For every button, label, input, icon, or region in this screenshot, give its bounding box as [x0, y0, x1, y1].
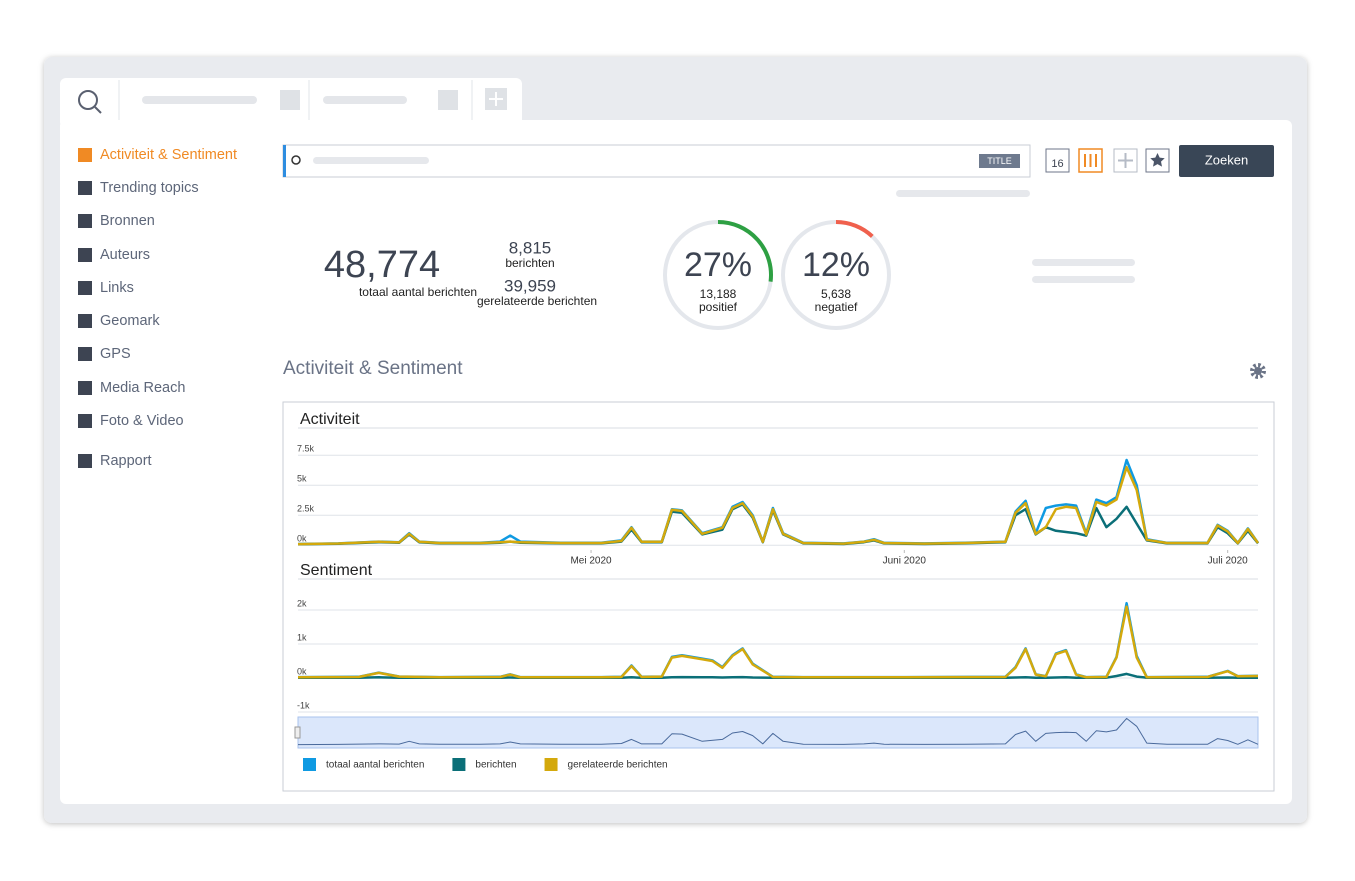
gauge-arc — [717, 220, 773, 282]
y-tick-label: 1k — [297, 632, 307, 642]
total-label: totaal aantal berichten — [359, 285, 477, 299]
search-box-icon — [291, 155, 301, 165]
legend-label[interactable]: gerelateerde berichten — [568, 760, 668, 771]
total-count: 48,774 — [324, 244, 440, 286]
series-line — [297, 465, 1260, 546]
y-tick-label: 7.5k — [297, 444, 315, 454]
gauge-count: 13,188 — [700, 287, 737, 301]
filter-icon — [1084, 154, 1097, 167]
x-tick-label: Mei 2020 — [570, 556, 612, 567]
sidebar-item[interactable]: Rapport — [100, 453, 152, 469]
tab-add-icon — [489, 92, 503, 106]
sidebar-item[interactable]: Links — [100, 280, 134, 296]
messages-label: berichten — [505, 256, 554, 270]
star-icon — [1150, 153, 1165, 167]
search-icon[interactable] — [78, 90, 98, 110]
sidebar-icon — [78, 381, 92, 395]
gauge-percent: 12% — [802, 246, 870, 284]
y-tick-label: 2k — [297, 598, 307, 608]
y-tick-label: 5k — [297, 474, 307, 484]
legend-swatch — [303, 758, 316, 771]
placeholder — [1032, 276, 1135, 283]
search-icon-handle — [94, 106, 102, 114]
sidebar-icon — [78, 181, 92, 195]
sidebar-icon — [78, 454, 92, 468]
calendar-button[interactable] — [1045, 148, 1070, 173]
sidebar: Activiteit & Sentiment Trending topics Bro… — [78, 147, 237, 469]
section-title: Activiteit & Sentiment — [283, 358, 463, 379]
add-icon — [1118, 153, 1133, 168]
chart-title: Sentiment — [300, 562, 373, 579]
sidebar-icon — [78, 214, 92, 228]
search-placeholder — [313, 157, 429, 164]
navigator[interactable] — [297, 716, 1259, 749]
gauge-count: 5,638 — [821, 287, 851, 301]
settings-gear-center — [1254, 367, 1262, 375]
search-focus-bar — [283, 145, 286, 177]
navigator-line — [297, 717, 1259, 746]
search-button[interactable] — [1179, 145, 1274, 177]
related-label: gerelateerde berichten — [477, 294, 597, 308]
y-tick-label: -1k — [297, 700, 310, 710]
sidebar-item[interactable]: Bronnen — [100, 213, 155, 229]
hint-placeholder — [896, 190, 1030, 197]
tab-placeholder[interactable] — [323, 96, 407, 104]
sidebar-icon — [78, 281, 92, 295]
y-tick-label: 0k — [297, 666, 307, 676]
sidebar-icon — [78, 414, 92, 428]
tab-placeholder[interactable] — [142, 96, 257, 104]
x-tick-label: Juli 2020 — [1208, 556, 1248, 567]
calendar-day: 16 — [1051, 158, 1063, 170]
messages-count: 8,815 — [509, 238, 552, 257]
sidebar-item[interactable]: Activiteit & Sentiment — [100, 147, 237, 163]
chart-title: Activiteit — [300, 411, 360, 428]
sidebar-icon — [78, 148, 92, 162]
gauge-arc — [835, 220, 874, 238]
related-count: 39,959 — [504, 276, 556, 295]
sidebar-icon — [78, 347, 92, 361]
charts: Activiteit 0k 2.5k 5k 7.5k Mei 2020 Juni 2020 J… — [294, 411, 1260, 771]
sidebar-item[interactable]: Auteurs — [100, 247, 150, 263]
title-badge[interactable] — [979, 154, 1020, 168]
placeholder — [1032, 259, 1135, 266]
y-tick-label: 0k — [297, 534, 307, 544]
sidebar-item[interactable]: Media Reach — [100, 380, 185, 396]
sidebar-item[interactable]: Trending topics — [100, 180, 199, 196]
sidebar-item[interactable]: Geomark — [100, 313, 160, 329]
tab-close[interactable] — [280, 90, 300, 110]
tab-close[interactable] — [438, 90, 458, 110]
x-tick-label: Juni 2020 — [883, 556, 927, 567]
settings-gear[interactable] — [1250, 363, 1266, 379]
sidebar-icon — [78, 314, 92, 328]
legend-label[interactable]: totaal aantal berichten — [326, 760, 424, 771]
y-tick-label: 2.5k — [297, 504, 315, 514]
gauge-caption: positief — [699, 300, 738, 314]
sidebar-item[interactable]: GPS — [100, 346, 131, 362]
legend-label[interactable]: berichten — [475, 760, 516, 771]
legend-swatch — [544, 758, 558, 771]
title-badge-text: TITLE — [987, 156, 1012, 166]
gauge-caption: negatief — [815, 300, 858, 314]
sidebar-icon — [78, 248, 92, 262]
navigator-handle[interactable] — [294, 726, 301, 739]
gauge-percent: 27% — [684, 246, 752, 284]
series-line — [297, 605, 1259, 679]
legend-swatch — [452, 758, 466, 771]
search-button-text: Zoeken — [1205, 152, 1248, 167]
sidebar-item[interactable]: Foto & Video — [100, 413, 184, 429]
